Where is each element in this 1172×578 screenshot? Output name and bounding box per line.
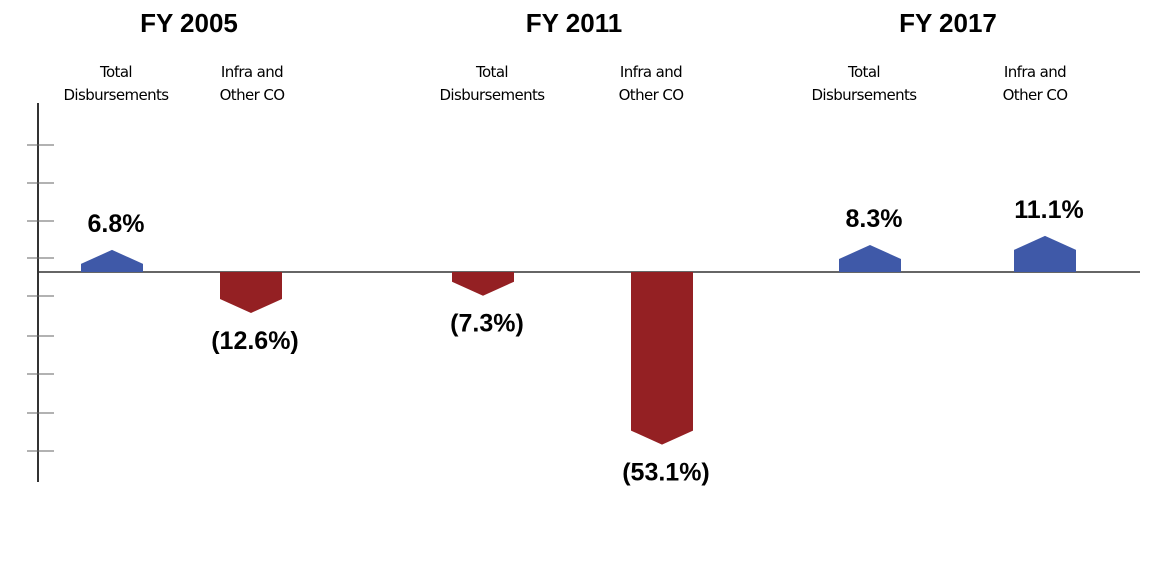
category-label-line: Infra and: [1004, 63, 1066, 81]
category-label-line: Disbursements: [439, 86, 545, 104]
value-label: (12.6%): [211, 327, 299, 355]
category-label-line: Infra and: [221, 63, 283, 81]
bar: [839, 245, 901, 272]
group-title: FY 2017: [899, 8, 997, 38]
labels: FY 2005 Total Disbursements 6.8% Infra and Ot…: [63, 8, 1083, 487]
group-title: FY 2005: [140, 8, 238, 38]
value-label: 8.3%: [846, 205, 903, 233]
bars: [81, 235, 1076, 445]
category-label-line: Total: [475, 63, 508, 81]
value-label: 6.8%: [88, 210, 145, 238]
axes: [27, 103, 1140, 482]
category-label-line: Disbursements: [811, 86, 917, 104]
category-label-line: Infra and: [620, 63, 682, 81]
value-label: (7.3%): [450, 310, 524, 338]
category-label: Infra and Other CO: [619, 63, 684, 104]
bar: [81, 249, 143, 272]
category-label: Infra and Other CO: [220, 63, 285, 104]
category-label: Infra and Other CO: [1003, 63, 1068, 104]
category-label: Total Disbursements: [811, 63, 917, 104]
bar: [1014, 235, 1076, 272]
value-label: (53.1%): [622, 459, 710, 487]
bar: [452, 272, 514, 296]
bar: [631, 272, 693, 445]
category-label-line: Other CO: [220, 86, 285, 104]
category-label-line: Other CO: [1003, 86, 1068, 104]
category-label-line: Other CO: [619, 86, 684, 104]
bar: [220, 272, 282, 313]
category-label: Total Disbursements: [439, 63, 545, 104]
category-label-line: Total: [99, 63, 132, 81]
category-label-line: Disbursements: [63, 86, 169, 104]
category-label: Total Disbursements: [63, 63, 169, 104]
y-axis-ticks: [27, 144, 54, 452]
group-title: FY 2011: [526, 8, 622, 38]
category-label-line: Total: [847, 63, 880, 81]
value-label: 11.1%: [1014, 196, 1084, 224]
